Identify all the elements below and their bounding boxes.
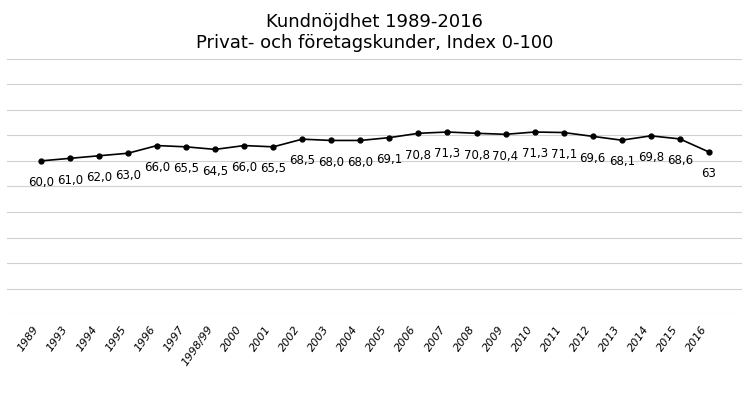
Text: 68,0: 68,0 (319, 156, 345, 169)
Text: 71,3: 71,3 (434, 147, 460, 160)
Text: 69,6: 69,6 (580, 152, 606, 165)
Text: 71,3: 71,3 (521, 147, 548, 160)
Text: 61,0: 61,0 (57, 173, 83, 186)
Text: 70,4: 70,4 (492, 150, 518, 163)
Text: 62,0: 62,0 (86, 171, 112, 184)
Text: 70,8: 70,8 (405, 149, 431, 162)
Text: 68,1: 68,1 (609, 155, 635, 168)
Text: 69,8: 69,8 (638, 151, 664, 164)
Text: 66,0: 66,0 (231, 161, 257, 174)
Text: 65,5: 65,5 (173, 162, 199, 175)
Text: 71,1: 71,1 (551, 148, 577, 161)
Title: Kundnöjdhet 1989-2016
Privat- och företagskunder, Index 0-100: Kundnöjdhet 1989-2016 Privat- och företa… (196, 13, 554, 52)
Text: 66,0: 66,0 (144, 161, 170, 174)
Text: 69,1: 69,1 (376, 153, 403, 166)
Text: 65,5: 65,5 (260, 162, 286, 175)
Text: 63,0: 63,0 (115, 168, 141, 181)
Text: 63: 63 (701, 167, 716, 180)
Text: 70,8: 70,8 (463, 149, 489, 162)
Text: 68,5: 68,5 (289, 155, 316, 168)
Text: 60,0: 60,0 (28, 176, 54, 189)
Text: 64,5: 64,5 (202, 165, 228, 178)
Text: 68,0: 68,0 (348, 156, 373, 169)
Text: 68,6: 68,6 (667, 154, 693, 167)
